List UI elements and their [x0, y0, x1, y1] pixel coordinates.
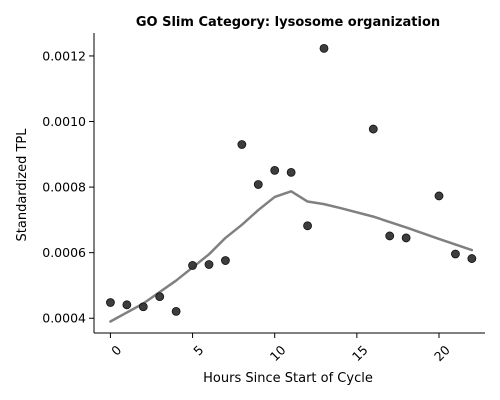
- x-tick-label: 10: [267, 342, 289, 364]
- scatter-point: [155, 292, 165, 302]
- y-tick-label: 0.0004: [42, 311, 86, 326]
- plot-area: [93, 33, 485, 334]
- scatter-point: [204, 260, 214, 269]
- scatter-point: [451, 249, 460, 259]
- scatter-point: [385, 231, 395, 241]
- scatter-point: [138, 302, 148, 312]
- trend-line: [109, 190, 474, 323]
- scatter-point: [106, 298, 115, 307]
- x-tick-label: 20: [431, 342, 453, 364]
- y-tick-label: 0.0010: [42, 114, 86, 129]
- x-tick-label: 0: [108, 342, 124, 358]
- x-tick-label: 15: [349, 342, 371, 364]
- scatter-point: [237, 140, 247, 149]
- scatter-points-layer: [106, 44, 477, 316]
- scatter-point: [401, 233, 411, 243]
- x-axis-label: Hours Since Start of Cycle: [203, 371, 373, 386]
- y-tick-label: 0.0012: [42, 48, 86, 63]
- scatter-point: [171, 306, 181, 316]
- scatter-point: [188, 261, 197, 270]
- scatter-point: [221, 256, 230, 265]
- scatter-point: [286, 167, 296, 177]
- scatter-point: [434, 191, 444, 201]
- y-tick-label: 0.0006: [42, 245, 86, 260]
- x-axis-ticks: 0 5 10 15 20: [108, 333, 453, 364]
- scatter-point: [319, 44, 329, 53]
- scatter-point: [368, 124, 378, 134]
- trend-line-layer: [109, 190, 474, 323]
- chart-title: GO Slim Category: lysosome organization: [136, 15, 440, 30]
- scatter-point: [122, 300, 132, 310]
- y-tick-label: 0.0008: [42, 180, 86, 195]
- scatter-point: [270, 165, 280, 175]
- y-axis-label: Standardized TPL: [15, 128, 30, 242]
- scatter-point: [303, 221, 312, 231]
- scatter-point: [253, 180, 263, 189]
- y-axis-ticks: 0.0004 0.0006 0.0008 0.0010 0.0012: [42, 48, 94, 326]
- scatter-point: [467, 254, 477, 263]
- x-tick-label: 5: [190, 342, 206, 358]
